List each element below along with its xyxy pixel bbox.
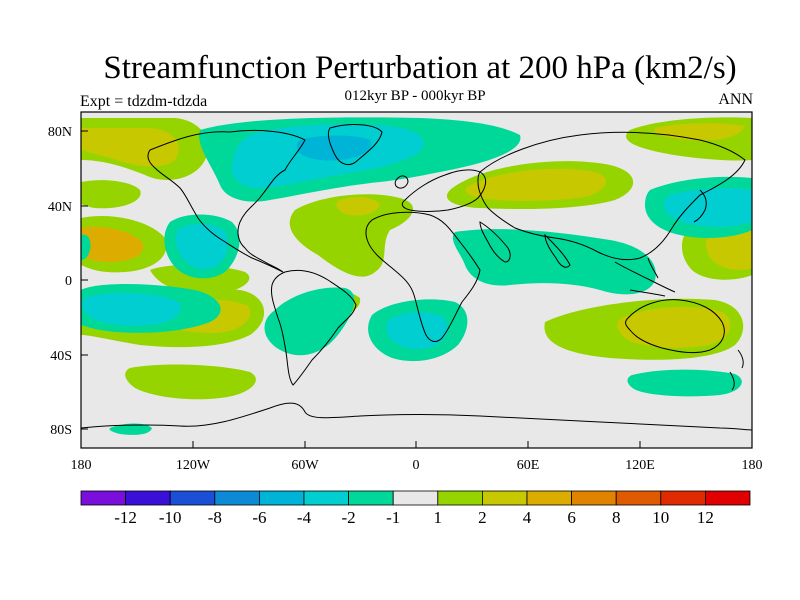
- colorbar-swatch: [705, 490, 751, 506]
- lat-label-80s: 80S: [50, 423, 72, 438]
- subtitle: 012kyr BP - 000kyr BP: [344, 88, 486, 104]
- coast-arabia-india: [479, 221, 571, 268]
- contour-south-america-negative: [264, 287, 355, 356]
- colorbar-swatch: [214, 490, 260, 506]
- colorbar-swatch: [481, 490, 528, 506]
- coast-new-zealand: [729, 349, 744, 391]
- colorbar: [80, 490, 751, 506]
- contour-antarctic-pacific-negative: [109, 423, 152, 435]
- coast-australia: [625, 299, 725, 354]
- experiment-label: Expt = tdzdm-tdzda: [80, 93, 208, 110]
- coast-south-america: [271, 269, 357, 386]
- lon-label-60w: 60W: [291, 458, 319, 473]
- contour-south-atlantic-core: [386, 312, 448, 350]
- contour-tropical-pacific-west-core: [81, 226, 144, 262]
- colorbar-label: -1: [386, 508, 400, 527]
- contour-eurasia-core: [465, 168, 606, 201]
- contour-southern-ocean-negative: [627, 369, 742, 397]
- colorbar-label: 8: [612, 508, 621, 527]
- lon-ticks: [192, 441, 641, 448]
- colorbar-label: -10: [159, 508, 182, 527]
- lat-label-40n: 40N: [48, 200, 72, 215]
- colorbar-label: 1: [434, 508, 443, 527]
- coast-uk: [394, 175, 409, 189]
- colorbar-swatch: [80, 490, 126, 506]
- colorbar-label: 2: [478, 508, 487, 527]
- coast-africa: [365, 211, 481, 343]
- contour-west-pacific-north-core: [663, 187, 752, 227]
- colorbar-swatch: [169, 490, 216, 506]
- contour-east-pacific-south: [125, 364, 256, 400]
- contour-australia-core: [617, 306, 731, 348]
- colorbar-label: 10: [652, 508, 669, 527]
- contour-arctic-inner: [296, 135, 371, 161]
- lon-label-0: 0: [413, 458, 420, 473]
- coast-europe: [401, 169, 487, 212]
- contour-north-pacific-mid: [81, 180, 141, 209]
- contour-south-pacific-negative-core: [82, 292, 181, 326]
- colorbar-labels: -12 -10 -8 -6 -4 -2 -1 1 2 4 6 8 10 12: [114, 508, 714, 527]
- colorbar-label: -12: [114, 508, 137, 527]
- contour-north-pacific-east-core: [81, 128, 179, 167]
- colorbar-swatch: [526, 490, 572, 506]
- coast-antarctica: [81, 402, 752, 431]
- lat-labels: 80N 40N 0 40S 80S: [48, 125, 72, 438]
- colorbar-swatch: [258, 490, 305, 506]
- colorbar-label: -6: [252, 508, 266, 527]
- lon-label-180e: 180: [742, 458, 763, 473]
- colorbar-swatch: [571, 490, 617, 506]
- colorbar-label: -2: [342, 508, 356, 527]
- lon-label-120w: 120W: [176, 458, 211, 473]
- contour-north-atlantic-core: [336, 196, 380, 216]
- lat-ticks: [81, 130, 88, 430]
- colorbar-swatch: [392, 490, 439, 506]
- colorbar-swatch: [125, 490, 171, 506]
- colorbar-label: 12: [697, 508, 714, 527]
- colorbar-swatch: [660, 490, 706, 506]
- page-title: Streamfunction Perturbation at 200 hPa (…: [103, 50, 737, 86]
- coastlines: [81, 124, 752, 431]
- colorbar-swatch: [437, 490, 483, 506]
- lon-labels: 180 120W 60W 0 60E 120E 180: [71, 458, 763, 473]
- colorbar-swatch: [615, 490, 662, 506]
- colorbar-label: 4: [523, 508, 532, 527]
- coast-north-america: [147, 129, 306, 273]
- coast-se-asia-islands: [614, 257, 676, 297]
- contour-west-pacific-far: [81, 234, 91, 260]
- colorbar-swatch: [348, 490, 394, 506]
- season-label: ANN: [718, 91, 753, 108]
- contour-tropical-asia-negative: [452, 229, 656, 295]
- colorbar-label: 6: [567, 508, 576, 527]
- colorbar-label: -8: [208, 508, 222, 527]
- lat-label-0: 0: [65, 274, 72, 289]
- lon-label-180w: 180: [71, 458, 92, 473]
- contour-field: [81, 112, 752, 448]
- coast-japan: [693, 189, 707, 223]
- colorbar-label: -4: [297, 508, 312, 527]
- lat-label-80n: 80N: [48, 125, 72, 140]
- colorbar-swatch: [303, 490, 349, 506]
- lat-label-40s: 40S: [50, 349, 72, 364]
- contour-north-atlantic-positive: [289, 194, 414, 277]
- lon-label-120e: 120E: [625, 458, 655, 473]
- lon-label-60e: 60E: [517, 458, 540, 473]
- coast-greenland: [327, 124, 383, 166]
- coast-asia: [477, 131, 746, 261]
